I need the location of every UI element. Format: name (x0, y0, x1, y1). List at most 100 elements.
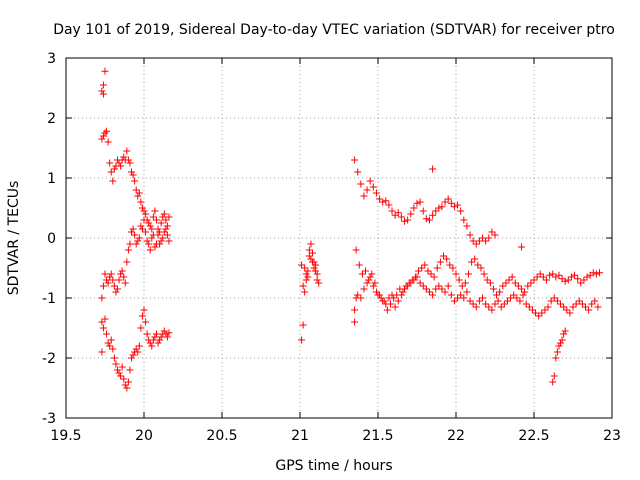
data-point (104, 339, 112, 347)
data-point (99, 81, 107, 89)
data-point (421, 261, 429, 269)
data-point (429, 165, 437, 173)
data-point (128, 168, 136, 176)
y-tick-label: -1 (42, 291, 56, 307)
data-point (366, 273, 374, 281)
data-point (382, 197, 390, 205)
data-point (117, 270, 125, 278)
data-point (433, 264, 441, 272)
data-point (552, 354, 560, 362)
data-point (132, 186, 140, 194)
data-point (488, 306, 496, 314)
data-point (298, 261, 306, 269)
data-point (124, 378, 132, 386)
data-point (394, 209, 402, 217)
data-point (120, 153, 128, 161)
data-point (142, 228, 150, 236)
data-point (596, 269, 604, 277)
data-point (391, 303, 399, 311)
data-point (371, 279, 379, 287)
data-point (134, 237, 142, 245)
data-point (468, 258, 476, 266)
data-point (557, 300, 565, 308)
data-point (366, 177, 374, 185)
data-point (376, 195, 384, 203)
data-point (156, 336, 164, 344)
data-point (363, 186, 371, 194)
data-point (135, 234, 143, 242)
data-point (497, 303, 505, 311)
data-point (143, 237, 151, 245)
data-point (588, 300, 596, 308)
data-point (449, 264, 457, 272)
data-point (313, 276, 321, 284)
data-point (502, 279, 510, 287)
data-point (160, 327, 168, 335)
data-point (156, 240, 164, 248)
data-point (444, 195, 452, 203)
data-point (107, 168, 115, 176)
x-axis-label: GPS time / hours (275, 458, 392, 474)
data-point (354, 168, 362, 176)
data-point (131, 177, 139, 185)
data-point (444, 282, 452, 290)
data-point (140, 216, 148, 224)
data-point (511, 279, 519, 287)
data-point (99, 132, 107, 140)
data-point (351, 156, 359, 164)
data-point (555, 271, 563, 279)
data-point (131, 231, 139, 239)
data-point (555, 342, 563, 350)
data-point (469, 300, 477, 308)
data-point (110, 165, 118, 173)
data-point (560, 303, 568, 311)
data-point (115, 369, 123, 377)
data-point (121, 279, 129, 287)
data-point (374, 291, 382, 299)
data-point (571, 271, 579, 279)
data-point (539, 273, 547, 281)
data-point (513, 294, 521, 302)
data-point (424, 267, 432, 275)
data-point (574, 275, 582, 283)
data-point (438, 285, 446, 293)
data-point (308, 258, 316, 266)
data-point (301, 288, 309, 296)
data-point (104, 279, 112, 287)
data-point (146, 246, 154, 254)
data-point (355, 261, 363, 269)
data-point (142, 210, 150, 218)
data-point (479, 294, 487, 302)
data-point (485, 234, 493, 242)
data-point (163, 231, 171, 239)
data-point (485, 303, 493, 311)
data-point (532, 309, 540, 317)
data-point (427, 270, 435, 278)
data-point (313, 270, 321, 278)
data-point (408, 276, 416, 284)
data-point (536, 270, 544, 278)
data-point (454, 294, 462, 302)
data-point (377, 294, 385, 302)
data-point (399, 288, 407, 296)
data-point (360, 192, 368, 200)
data-point (312, 261, 320, 269)
data-point (103, 276, 111, 284)
data-point (561, 277, 569, 285)
data-point (154, 231, 162, 239)
x-tick-label: 22 (447, 428, 465, 444)
data-point (152, 216, 160, 224)
data-point (305, 246, 313, 254)
data-point (482, 237, 490, 245)
data-point (358, 270, 366, 278)
data-point (132, 345, 140, 353)
data-point (123, 258, 131, 266)
data-point (436, 258, 444, 266)
data-point (354, 291, 362, 299)
data-point (98, 87, 106, 95)
data-point (396, 285, 404, 293)
data-point (553, 348, 561, 356)
data-point (129, 171, 137, 179)
data-point (151, 243, 159, 251)
data-point (535, 312, 543, 320)
